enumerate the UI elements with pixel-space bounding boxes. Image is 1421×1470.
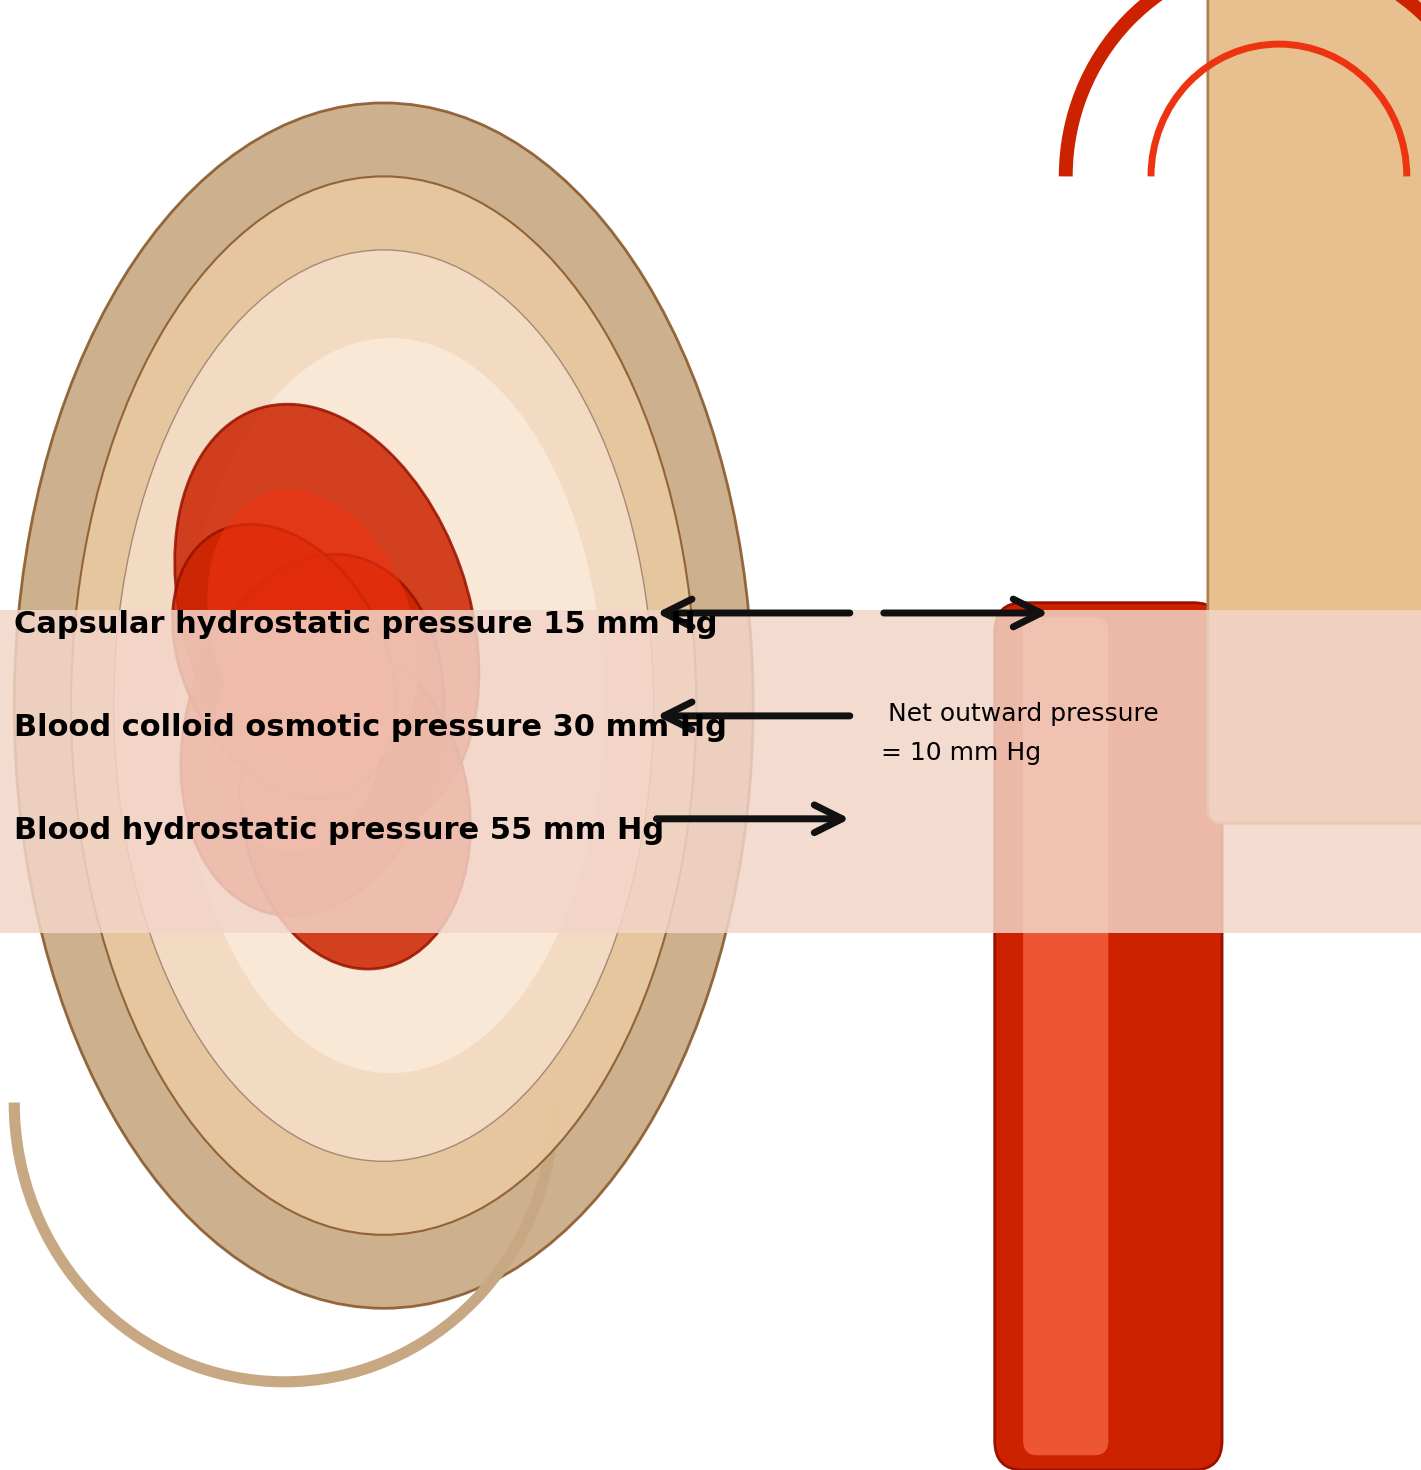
FancyBboxPatch shape bbox=[995, 603, 1222, 1470]
Ellipse shape bbox=[71, 176, 696, 1235]
Ellipse shape bbox=[178, 338, 604, 1073]
Ellipse shape bbox=[14, 103, 753, 1308]
Ellipse shape bbox=[207, 490, 418, 775]
Text: Blood hydrostatic pressure 55 mm Hg: Blood hydrostatic pressure 55 mm Hg bbox=[14, 816, 665, 845]
Ellipse shape bbox=[114, 250, 654, 1161]
Text: = 10 mm Hg: = 10 mm Hg bbox=[881, 741, 1042, 764]
FancyBboxPatch shape bbox=[1208, 0, 1421, 823]
Ellipse shape bbox=[212, 619, 385, 851]
Ellipse shape bbox=[180, 554, 445, 916]
FancyBboxPatch shape bbox=[0, 610, 1421, 933]
Text: Net outward pressure: Net outward pressure bbox=[888, 703, 1160, 726]
Ellipse shape bbox=[172, 525, 396, 798]
Ellipse shape bbox=[240, 648, 470, 969]
Text: Capsular hydrostatic pressure 15 mm Hg: Capsular hydrostatic pressure 15 mm Hg bbox=[14, 610, 718, 639]
FancyBboxPatch shape bbox=[1023, 617, 1108, 1455]
Ellipse shape bbox=[175, 404, 479, 831]
Text: Blood colloid osmotic pressure 30 mm Hg: Blood colloid osmotic pressure 30 mm Hg bbox=[14, 713, 728, 742]
